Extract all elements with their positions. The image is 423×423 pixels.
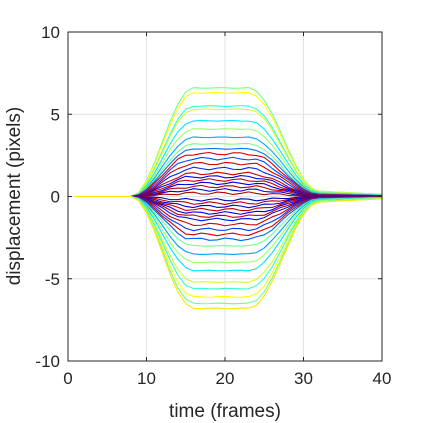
x-axis-label: time (frames) <box>169 401 281 422</box>
y-tick-label: 5 <box>51 105 60 124</box>
x-tick-label: 30 <box>294 369 313 388</box>
x-tick-label: 0 <box>63 369 72 388</box>
series-lines <box>75 86 383 310</box>
tick-marks <box>67 31 383 362</box>
y-tick-label: -5 <box>45 270 60 289</box>
x-tick-label: 40 <box>373 369 392 388</box>
y-tick-label: 10 <box>41 23 60 42</box>
series-line <box>75 195 383 310</box>
y-tick-label: 0 <box>51 188 60 207</box>
y-tick-labels: -10 -5 0 5 10 <box>35 23 60 371</box>
x-tick-label: 20 <box>216 369 235 388</box>
y-tick-label: -10 <box>35 352 60 371</box>
y-axis-label: displacement (pixels) <box>4 107 25 285</box>
x-tick-label: 10 <box>137 369 156 388</box>
x-tick-labels: 0 10 20 30 40 <box>63 369 391 388</box>
